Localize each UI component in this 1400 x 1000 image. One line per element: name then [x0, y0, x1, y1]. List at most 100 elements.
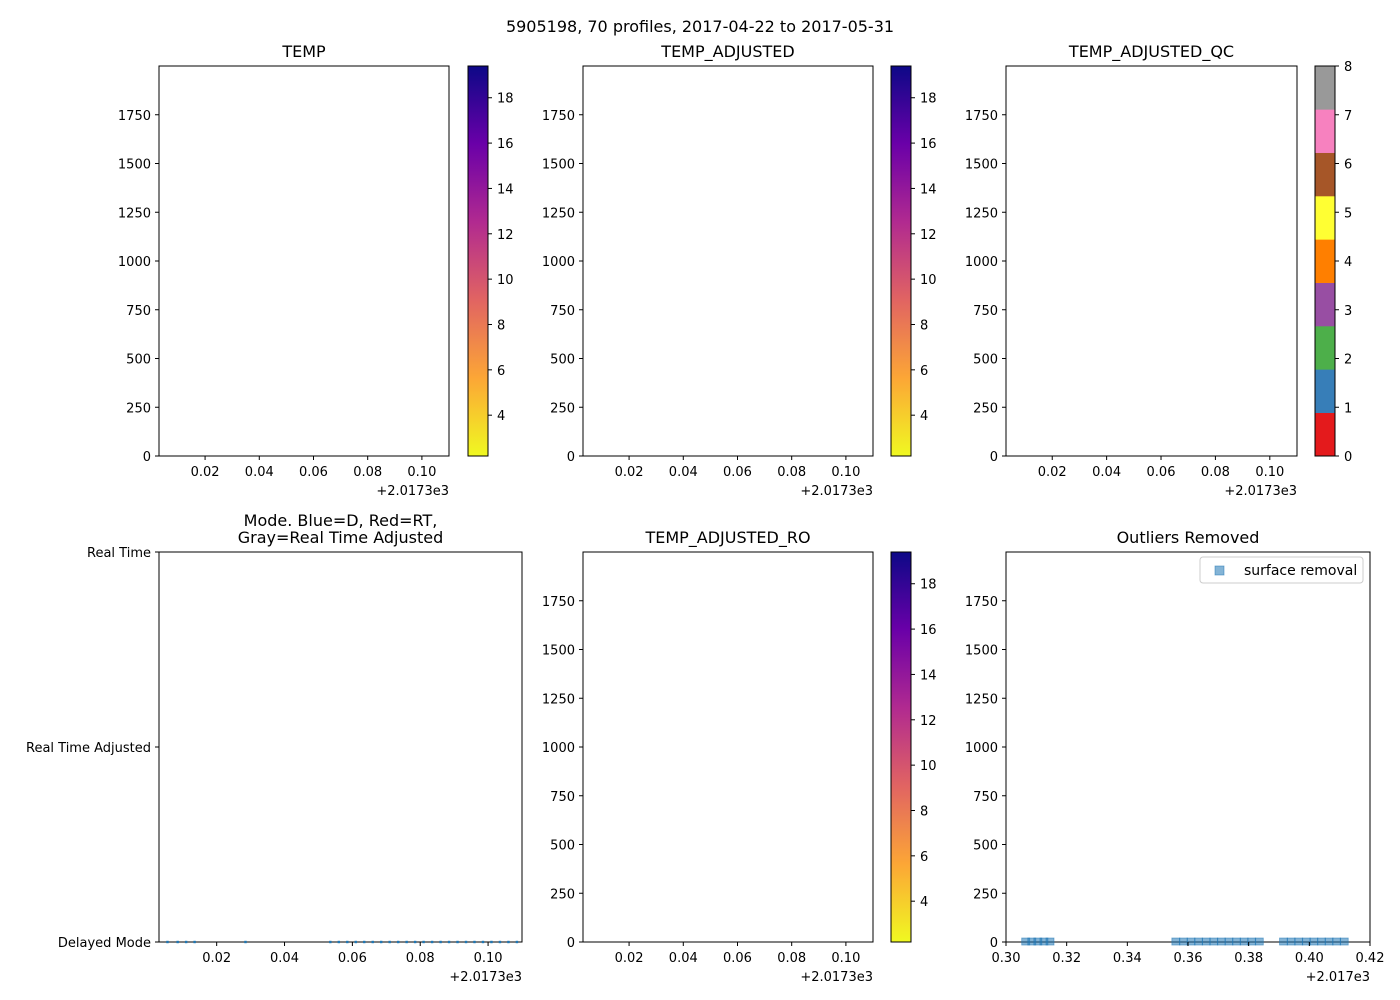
mode-point — [473, 940, 476, 944]
x-tick-label: 0.10 — [474, 951, 503, 966]
x-tick-label: 0.38 — [1234, 951, 1263, 966]
mode-point — [422, 940, 425, 944]
colorbar-tick-label: 8 — [497, 318, 505, 333]
colorbar-segment — [1315, 326, 1335, 370]
y-tick-label: 1750 — [965, 109, 998, 124]
mode-point — [405, 940, 408, 944]
colorbar-tick-label: 6 — [920, 364, 928, 379]
panel-outliers: Outliers Removed 0.30 0.32 0.34 0.36 0.38 0.40… — [965, 528, 1385, 985]
x-tick-label: 0.04 — [270, 951, 299, 966]
x-tick-label: 0.06 — [723, 951, 752, 966]
mode-point — [354, 940, 357, 944]
x-tick-label: 0.04 — [669, 465, 698, 480]
mode-point — [346, 940, 349, 944]
colorbar-frame — [467, 65, 489, 457]
mode-point — [371, 940, 374, 944]
mode-point — [456, 940, 459, 944]
outlier-point — [1309, 937, 1319, 946]
panel-title-line: Mode. Blue=D, Red=RT, — [244, 511, 438, 530]
x-tick-label: 0.32 — [1052, 951, 1081, 966]
y-tick-label: 1500 — [542, 158, 575, 173]
colorbar-tick-label: 10 — [920, 273, 937, 288]
colorbar-tick-label: 2 — [1344, 353, 1352, 368]
x-tick-label: 0.08 — [777, 465, 806, 480]
y-tick-label: 1000 — [118, 255, 151, 270]
colorbar-tick-label: 6 — [497, 364, 505, 379]
panel-temp_adjusted_qc: TEMP_ADJUSTED_QC 0.02 0.04 0.06 0.08 0.10 +2.0… — [965, 42, 1352, 499]
colorbar-segment — [1315, 152, 1335, 197]
colorbar-tick-label: 18 — [497, 92, 514, 107]
x-tick-label: 0.10 — [1255, 465, 1284, 480]
panel-title: TEMP_ADJUSTED — [660, 42, 794, 62]
y-tick-label: 1500 — [965, 158, 998, 173]
mode-point — [447, 940, 451, 944]
panel-mode: Mode. Blue=D, Red=RT,Gray=Real Time Adju… — [26, 511, 523, 985]
mode-point — [329, 940, 332, 944]
x-tick-label: 0.06 — [338, 951, 367, 966]
colorbar-tick-label: 1 — [1344, 401, 1352, 416]
y-tick-label: 750 — [550, 304, 575, 319]
x-tick-label: 0.10 — [831, 951, 860, 966]
y-tick-label: 500 — [973, 839, 998, 854]
colorbar: 0 1 2 3 4 5 6 7 8 — [1314, 60, 1352, 465]
y-tick-label: 0 — [567, 936, 575, 951]
y-tick-label: 750 — [973, 790, 998, 805]
x-tick-label: 0.40 — [1295, 951, 1324, 966]
colorbar-tick-label: 8 — [1344, 60, 1352, 75]
outlier-point — [1239, 937, 1249, 946]
x-tick-label: 0.08 — [406, 951, 435, 966]
mode-point — [481, 940, 485, 944]
y-tick-label: 1500 — [542, 644, 575, 659]
figure-suptitle: 5905198, 70 profiles, 2017-04-22 to 2017… — [506, 17, 894, 36]
y-tick-label: 250 — [973, 887, 998, 902]
x-tick-label: 0.06 — [1147, 465, 1176, 480]
y-tick-label: 500 — [126, 353, 151, 368]
mode-point — [166, 940, 169, 944]
y-tick-label: 1750 — [965, 595, 998, 610]
colorbar-tick-label: 10 — [920, 759, 937, 774]
colorbar-tick-label: 6 — [1344, 158, 1352, 173]
colorbar-tick-label: 8 — [920, 318, 928, 333]
outlier-point — [1294, 937, 1304, 946]
mode-point — [498, 940, 502, 944]
panel-temp: TEMP 0.02 0.04 0.06 0.08 0.10 +2.0173e3 0 250 500… — [118, 42, 514, 499]
colorbar-tick-label: 4 — [1344, 255, 1352, 270]
colorbar: 4 6 8 10 12 14 16 18 — [890, 65, 937, 457]
panel-title: TEMP_ADJUSTED_QC — [1068, 42, 1234, 62]
y-tick-label: 500 — [550, 839, 575, 854]
mode-point — [507, 940, 510, 944]
x-tick-label: 0.04 — [1092, 465, 1121, 480]
mode-point — [515, 940, 519, 944]
x-tick-label: 0.02 — [191, 465, 220, 480]
colorbar-fill — [891, 552, 911, 942]
y-tick-label: 1250 — [542, 206, 575, 221]
colorbar-segment — [1315, 196, 1335, 240]
y-tick-label: 1000 — [965, 255, 998, 270]
colorbar-segment — [1315, 66, 1335, 110]
axes-frame — [582, 65, 874, 457]
outlier-point — [1045, 937, 1055, 946]
y-tick-label: 1750 — [542, 109, 575, 124]
colorbar-tick-label: 4 — [920, 409, 928, 424]
colorbar-tick-label: 12 — [497, 228, 514, 243]
colorbar-tick-label: 16 — [920, 137, 937, 152]
colorbar-fill — [468, 66, 488, 456]
panel-title: Outliers Removed — [1117, 528, 1260, 547]
colorbar-segment — [1315, 239, 1335, 283]
outlier-point — [1179, 937, 1188, 946]
y-tick-label: 1000 — [542, 741, 575, 756]
colorbar-tick-label: 3 — [1344, 304, 1352, 319]
colorbar-segment — [1315, 412, 1335, 457]
y-tick-label: 750 — [550, 790, 575, 805]
colorbar-tick-label: 0 — [1344, 450, 1352, 465]
colorbar-segment — [1315, 109, 1335, 153]
mode-point — [363, 940, 366, 944]
colorbar-frame — [890, 551, 912, 943]
outlier-point — [1209, 937, 1219, 946]
y-tick-label: 1250 — [542, 692, 575, 707]
y-tick-label: 500 — [550, 353, 575, 368]
outlier-point — [1332, 937, 1342, 946]
y-tick-label: 750 — [126, 304, 151, 319]
y-tick-label: 1250 — [965, 206, 998, 221]
